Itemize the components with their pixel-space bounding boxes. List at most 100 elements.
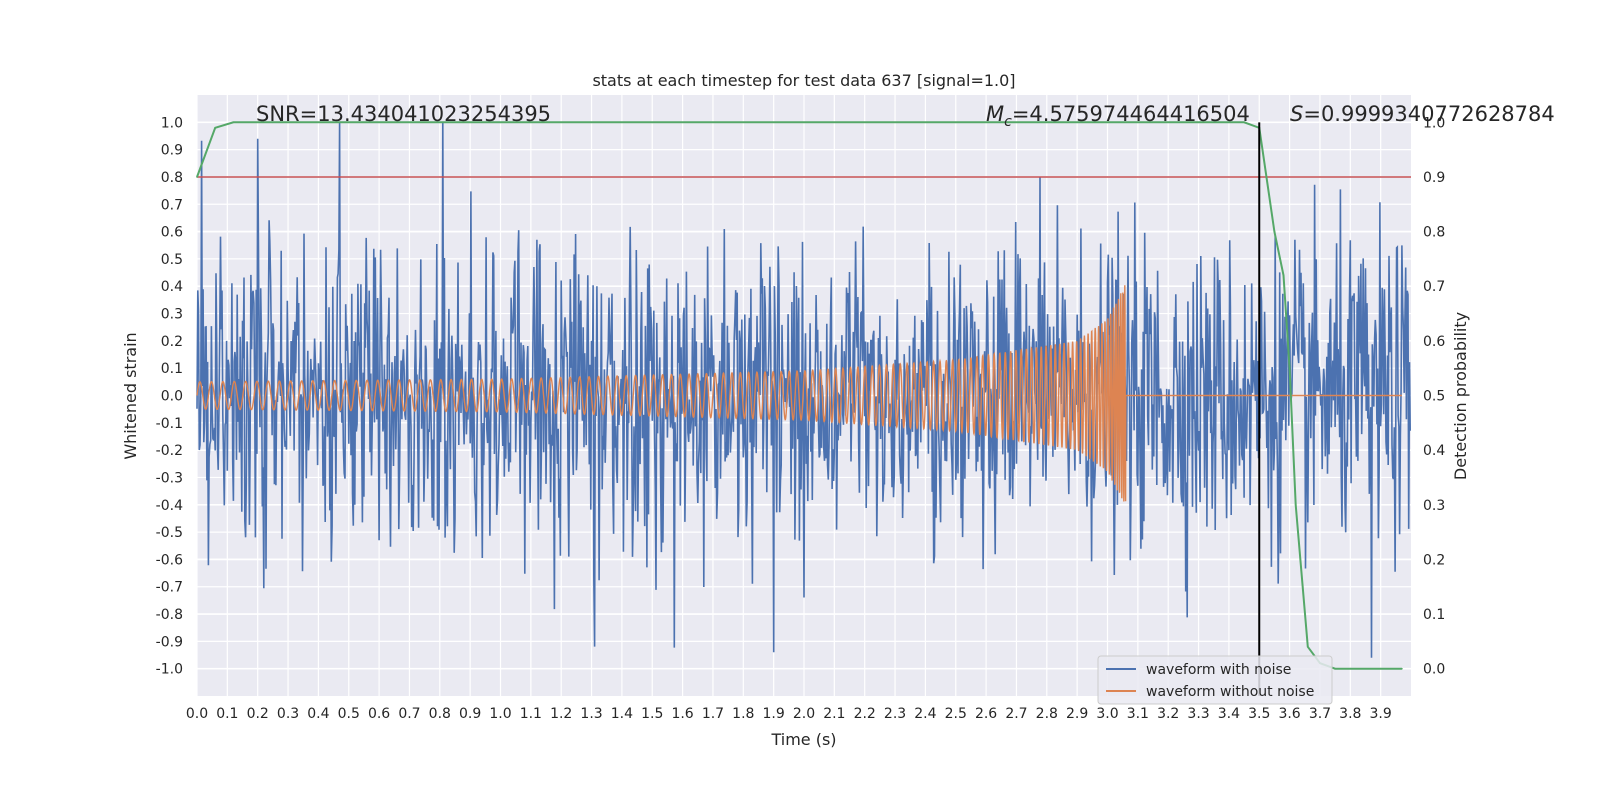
y-tick-label: 0.7 <box>161 197 183 213</box>
x-tick-label: 1.8 <box>732 706 754 722</box>
detection-probability-point <box>1379 667 1382 670</box>
y-tick-label: 0.4 <box>161 279 183 295</box>
x-tick-label: 3.3 <box>1187 706 1209 722</box>
x-tick-label: 0.3 <box>277 706 299 722</box>
y2-axis-label: Detection probability <box>1451 312 1470 480</box>
y-tick-label: -0.8 <box>156 607 183 623</box>
detection-probability-point <box>955 121 957 124</box>
detection-probability-point <box>214 127 216 129</box>
score-symbol: S <box>1290 102 1303 126</box>
x-axis-label: Time (s) <box>770 730 836 749</box>
y-tick-label: 0.5 <box>161 252 183 268</box>
y2-tick-label: 0.8 <box>1423 225 1445 241</box>
y2-tick-label: 0.6 <box>1423 334 1445 350</box>
x-tick-label: 3.4 <box>1218 706 1240 722</box>
x-tick-label: 3.9 <box>1370 706 1392 722</box>
x-tick-label: 2.3 <box>884 706 906 722</box>
x-tick-label: 2.1 <box>823 706 845 722</box>
detection-probability-point <box>1273 230 1276 233</box>
y-tick-label: -0.2 <box>156 443 183 459</box>
y-tick-label: 0.8 <box>161 170 183 186</box>
x-tick-label: 0.2 <box>247 706 269 722</box>
x-tick-label: 0.7 <box>398 706 420 722</box>
chart-title: stats at each timestep for test data 637… <box>592 71 1015 90</box>
y-tick-label: 0.3 <box>161 307 183 323</box>
x-tick-label: 2.9 <box>1066 706 1088 722</box>
detection-probability-point <box>1401 667 1403 670</box>
x-tick-label: 2.6 <box>975 706 997 722</box>
chirp-mass-subscript: c <box>1004 114 1012 130</box>
legend: waveform with noise waveform without noi… <box>1097 655 1333 705</box>
x-tick-label: 1.3 <box>580 706 602 722</box>
y2-tick-label: 0.3 <box>1423 498 1445 514</box>
detection-probability-point <box>499 121 502 124</box>
detection-probability-point <box>1307 646 1309 648</box>
y2-tick-label: 0.0 <box>1423 662 1445 678</box>
x-tick-label: 2.7 <box>1005 706 1027 722</box>
y-tick-label: -0.4 <box>156 498 183 514</box>
detection-probability-point <box>1349 667 1352 670</box>
y-tick-label: -0.3 <box>156 470 183 486</box>
x-tick-label: 3.7 <box>1309 706 1331 722</box>
y2-tick-label: 0.1 <box>1423 607 1445 623</box>
x-tick-label: 0.8 <box>429 706 451 722</box>
x-tick-label: 1.6 <box>671 706 693 722</box>
y2-tick-label: 0.2 <box>1423 552 1445 568</box>
x-tick-label: 2.2 <box>854 706 876 722</box>
detection-probability-point <box>1294 504 1297 506</box>
x-tick-label: 2.5 <box>945 706 967 722</box>
detection-probability-point <box>1334 667 1336 670</box>
x-tick-label: 3.0 <box>1096 706 1118 722</box>
series-line-waveform-without-noise <box>196 285 1402 502</box>
legend-label-clean: waveform without noise <box>1146 684 1314 700</box>
snr-annotation: SNR=13.434041023254395 <box>256 102 551 126</box>
detection-probability-point <box>232 121 235 124</box>
detection-probability-point <box>272 121 274 124</box>
x-tick-label: 1.9 <box>763 706 785 722</box>
x-tick-label: 0.9 <box>459 706 481 722</box>
score-annotation: S=0.9999340772628784 <box>1290 102 1555 126</box>
y-tick-label: -1.0 <box>156 662 183 678</box>
y-tick-label: -0.9 <box>156 634 183 650</box>
y-tick-label: 0.6 <box>161 225 183 241</box>
y2-tick-label: 0.5 <box>1423 389 1445 405</box>
x-tick-label: 3.2 <box>1157 706 1179 722</box>
x-tick-label: 3.8 <box>1339 706 1361 722</box>
detection-probability-point <box>1243 121 1245 124</box>
x-tick-label: 2.4 <box>914 706 936 722</box>
x-tick-label: 3.6 <box>1278 706 1300 722</box>
x-tick-label: 1.1 <box>520 706 542 722</box>
detection-probability-point <box>1197 121 1200 124</box>
x-tick-label: 0.4 <box>307 706 329 722</box>
x-tick-label: 0.5 <box>338 706 360 722</box>
x-tick-label: 0.1 <box>216 706 238 722</box>
x-tick-label: 1.5 <box>641 706 663 722</box>
x-tick-label: 2.8 <box>1036 706 1058 722</box>
y-tick-label: -0.1 <box>156 416 183 432</box>
x-tick-label: 3.1 <box>1127 706 1149 722</box>
x-tick-label: 2.0 <box>793 706 815 722</box>
x-tick-labels: 0.0 0.1 0.2 0.3 0.4 0.5 0.6 0.7 0.8 0.9 1.0 1.1 1.2 1… <box>186 706 1392 722</box>
x-tick-label: 1.0 <box>489 706 511 722</box>
x-tick-label: 0.6 <box>368 706 390 722</box>
legend-box <box>1097 655 1333 705</box>
y-tick-label: -0.7 <box>156 580 183 596</box>
detection-probability-point <box>348 121 350 124</box>
y-tick-labels: 1.0 0.9 0.8 0.7 0.6 0.5 0.4 0.3 0.2 0.1 0.0 -0.1 -0.… <box>156 115 183 677</box>
x-tick-label: 0.0 <box>186 706 208 722</box>
y2-tick-label: 1.0 <box>1423 115 1445 131</box>
x-tick-label: 3.5 <box>1248 706 1270 722</box>
chirp-mass-value: =4.575974464416504 <box>1012 102 1250 126</box>
y-tick-label: 0.1 <box>161 361 183 377</box>
detection-probability-point <box>803 121 805 124</box>
y2-tick-label: 0.9 <box>1423 170 1445 186</box>
y2-tick-labels: 1.0 0.9 0.8 0.7 0.6 0.5 0.4 0.3 0.2 0.1 0.0 <box>1423 115 1445 677</box>
detection-probability-point <box>1288 367 1291 370</box>
x-tick-label: 1.7 <box>702 706 724 722</box>
y-tick-label: -0.5 <box>156 525 183 541</box>
detection-probability-point <box>1106 121 1109 124</box>
detection-probability-point <box>196 176 198 178</box>
x-tick-label: 1.4 <box>611 706 633 722</box>
y-tick-label: 0.2 <box>161 334 183 350</box>
